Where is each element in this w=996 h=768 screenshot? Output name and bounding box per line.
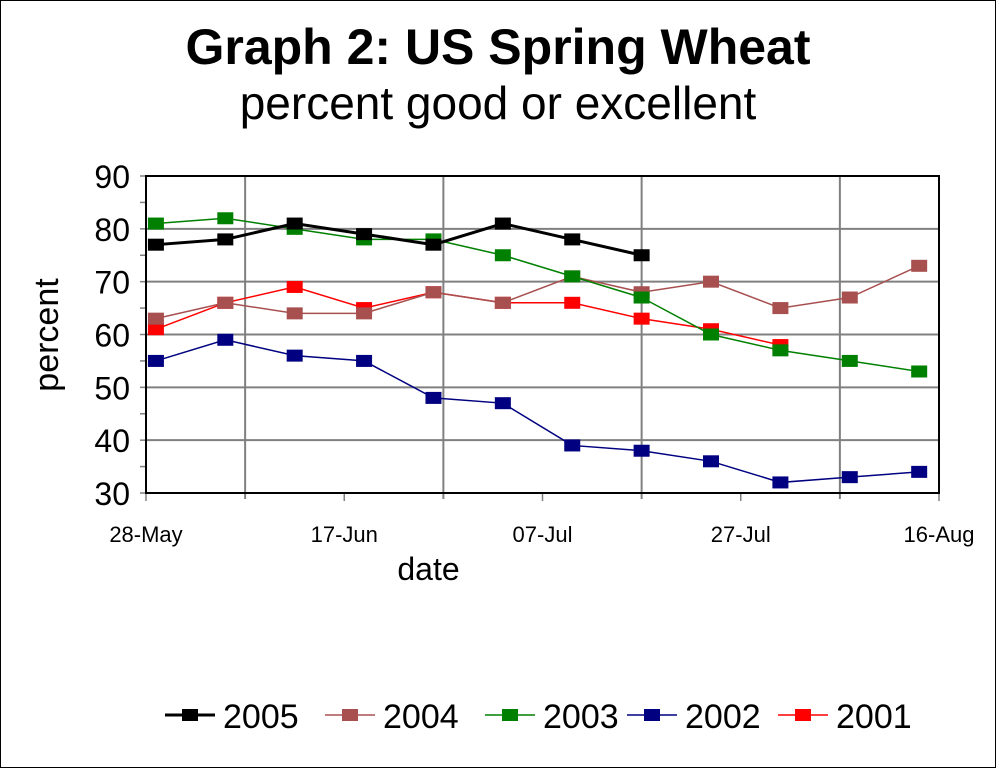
data-point-2002 [217, 333, 234, 346]
legend-marker [795, 709, 811, 721]
series-line-2003 [155, 217, 920, 373]
y-tick-label: 80 [94, 212, 130, 248]
data-point-2001 [286, 280, 303, 293]
data-point-2005 [494, 217, 511, 230]
data-point-2003 [911, 365, 928, 378]
y-axis-label: percent [28, 278, 66, 392]
data-point-2005 [564, 233, 581, 246]
legend-marker [182, 709, 198, 721]
legend-label: 2001 [836, 698, 912, 736]
legend-item-2003: 2003 [485, 698, 619, 736]
chart-subtitle: percent good or excellent [239, 77, 757, 129]
plot-area [145, 175, 940, 494]
data-point-2002 [425, 391, 442, 404]
data-point-2001 [633, 312, 650, 325]
data-point-2004 [772, 302, 789, 315]
y-tick-label: 70 [94, 265, 130, 301]
data-point-2005 [356, 228, 373, 241]
data-point-2003 [147, 217, 164, 230]
data-point-2004 [286, 307, 303, 320]
data-point-2005 [633, 249, 650, 262]
series-line-2004 [155, 265, 920, 320]
legend-item-2005: 2005 [165, 698, 299, 736]
y-tick-label: 50 [94, 370, 130, 406]
x-tick-label: 28-May [109, 522, 182, 547]
data-point-2002 [564, 439, 581, 452]
legend-item-2002: 2002 [627, 698, 761, 736]
data-point-2004 [911, 259, 928, 272]
data-point-2002 [286, 349, 303, 362]
y-tick-label: 60 [94, 318, 130, 354]
data-point-2005 [425, 238, 442, 251]
x-tick-label: 16-Aug [904, 522, 975, 547]
legend-label: 2003 [543, 698, 619, 736]
data-point-2004 [147, 312, 164, 325]
data-point-2003 [703, 328, 720, 341]
y-tick-label: 40 [94, 423, 130, 459]
data-point-2002 [911, 465, 928, 478]
legend-label: 2005 [223, 698, 299, 736]
data-point-2002 [841, 471, 858, 484]
legend-marker [644, 709, 660, 721]
y-tick-label: 30 [94, 476, 130, 512]
data-point-2004 [841, 291, 858, 304]
legend-marker [502, 709, 518, 721]
data-point-2004 [217, 296, 234, 309]
data-point-2004 [356, 307, 373, 320]
series-line-2002 [155, 339, 920, 484]
data-point-2002 [772, 476, 789, 489]
data-point-2002 [633, 444, 650, 457]
data-point-2005 [217, 233, 234, 246]
legend-item-2004: 2004 [325, 698, 459, 736]
x-axis-label: date [397, 551, 459, 587]
y-tick-label: 90 [94, 159, 130, 195]
data-point-2002 [494, 397, 511, 410]
data-point-2003 [772, 344, 789, 357]
legend-marker [342, 709, 358, 721]
data-point-2001 [147, 323, 164, 336]
data-point-2005 [286, 217, 303, 230]
data-point-2002 [147, 354, 164, 367]
data-point-2003 [633, 291, 650, 304]
data-point-2004 [425, 286, 442, 299]
data-point-2003 [564, 270, 581, 283]
legend-label: 2002 [685, 698, 761, 736]
data-point-2005 [147, 238, 164, 251]
chart-title: Graph 2: US Spring Wheat [185, 19, 811, 75]
data-point-2003 [217, 212, 234, 225]
data-point-2003 [841, 354, 858, 367]
x-tick-label: 17-Jun [311, 522, 378, 547]
x-tick-label: 07-Jul [513, 522, 573, 547]
data-point-2003 [494, 249, 511, 262]
data-point-2004 [703, 275, 720, 288]
series-line-2005 [155, 221, 642, 257]
data-point-2002 [703, 455, 720, 468]
legend-label: 2004 [383, 698, 459, 736]
data-point-2004 [494, 296, 511, 309]
series-line-2001 [155, 286, 781, 346]
legend-item-2001: 2001 [778, 698, 912, 736]
x-tick-label: 27-Jul [711, 522, 771, 547]
data-point-2001 [564, 296, 581, 309]
data-point-2002 [356, 354, 373, 367]
